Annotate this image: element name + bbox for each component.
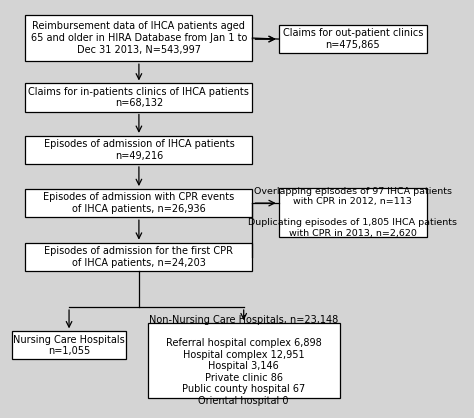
Text: Episodes of admission of IHCA patients
n=49,216: Episodes of admission of IHCA patients n…: [44, 139, 234, 161]
FancyBboxPatch shape: [12, 331, 126, 359]
Text: Reimbursement data of IHCA patients aged
65 and older in HIRA Database from Jan : Reimbursement data of IHCA patients aged…: [31, 21, 247, 55]
Text: Episodes of admission for the first CPR
of IHCA patients, n=24,203: Episodes of admission for the first CPR …: [45, 246, 233, 268]
Text: Episodes of admission with CPR events
of IHCA patients, n=26,936: Episodes of admission with CPR events of…: [43, 192, 235, 214]
FancyBboxPatch shape: [279, 25, 427, 53]
FancyBboxPatch shape: [147, 323, 340, 398]
FancyBboxPatch shape: [26, 189, 253, 217]
Text: Claims for in-patients clinics of IHCA patients
n=68,132: Claims for in-patients clinics of IHCA p…: [28, 87, 249, 108]
FancyBboxPatch shape: [26, 242, 253, 271]
Text: Nursing Care Hospitals
n=1,055: Nursing Care Hospitals n=1,055: [13, 334, 125, 356]
FancyBboxPatch shape: [26, 136, 253, 164]
Text: Non-Nursing Care Hospitals, n=23,148

Referral hospital complex 6,898
Hospital c: Non-Nursing Care Hospitals, n=23,148 Ref…: [149, 315, 338, 406]
Text: Claims for out-patient clinics
n=475,865: Claims for out-patient clinics n=475,865: [283, 28, 423, 50]
FancyBboxPatch shape: [279, 188, 427, 237]
FancyBboxPatch shape: [26, 83, 253, 112]
FancyBboxPatch shape: [26, 15, 253, 61]
Text: Overlapping episodes of 97 IHCA patients
with CPR in 2012, n=113

Duplicating ep: Overlapping episodes of 97 IHCA patients…: [248, 187, 457, 238]
